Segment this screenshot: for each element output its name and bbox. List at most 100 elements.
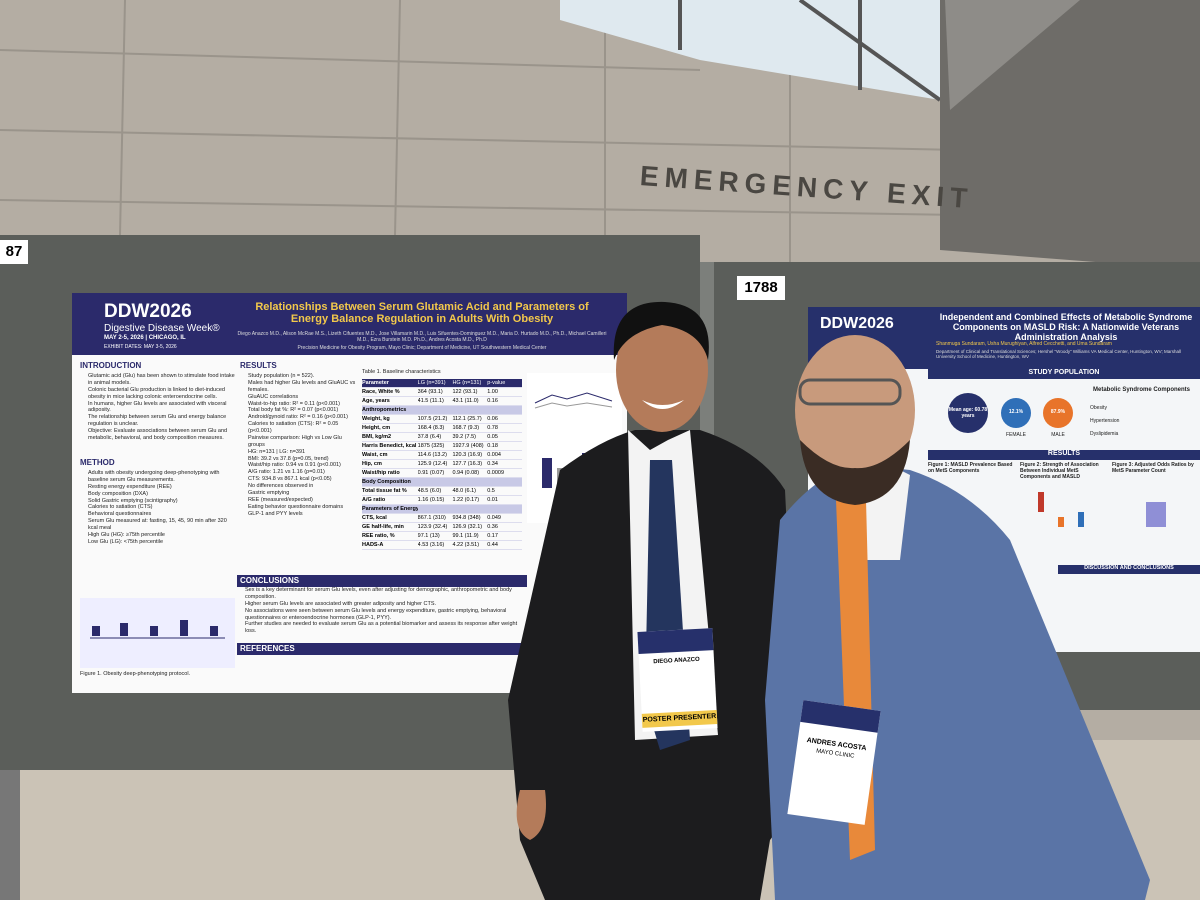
section: REFERENCES [237, 643, 527, 683]
table-row: Waist/hip ratio 0.91 (0.07) 0.94 (0.08) 0.0… [362, 469, 522, 478]
table-cell: 99.1 (11.9) [452, 533, 479, 539]
stat-label: MALE [1051, 432, 1065, 438]
table-cell: 0.17 [487, 533, 498, 539]
bullet: GLP-1 and PYY levels [248, 511, 360, 518]
table-cell: 97.1 (13) [417, 533, 440, 539]
figure-title: Figure 3: Adjusted Odds Ratios by MetS P… [1112, 462, 1194, 474]
table-cell: 4.53 (3.16) [417, 542, 445, 548]
stat-label: FEMALE [1006, 432, 1027, 438]
protocol-figure [80, 598, 235, 668]
table-cell: GE half-life, min [362, 524, 404, 530]
dates: MAY 2-5, 2026 | CHICAGO, IL [104, 335, 186, 341]
table-row: Body Composition [362, 478, 522, 487]
bullet: Calories to satiation (CTS): R² = 0.05 (… [248, 421, 360, 435]
table-cell: 0.004 [487, 452, 501, 458]
poster-header: DDW2026 Digestive Disease Week® MAY 2-5,… [72, 293, 627, 355]
table-row: CTS, kcal 867.1 (310) 934.8 (348) 0.049 [362, 514, 522, 523]
bullet: Adults with obesity undergoing deep-phen… [88, 470, 235, 484]
bullet: Study population (n = 522). [248, 373, 360, 380]
badge: DIEGO ANAZCO POSTER PRESENTER [637, 628, 718, 732]
poster-title: Relationships Between Serum Glutamic Aci… [255, 301, 589, 325]
table-row: Anthropometrics [362, 406, 522, 415]
table-cell: Parameters of Energy intake [362, 506, 418, 512]
bullet: Glutamic acid (Glu) has been shown to st… [88, 373, 235, 387]
table-cell: 112.1 (25.7) [452, 416, 482, 422]
bullet: CTS: 934.8 vs 867.1 kcal (p<0.05) [248, 476, 360, 483]
table-cell: 0.5 [487, 488, 495, 494]
table-cell: 48.0 (6.1) [452, 488, 476, 494]
figure-caption: Figure 1. Obesity deep-phenotyping proto… [80, 671, 191, 677]
table-cell: Total tissue fat % [362, 488, 407, 494]
logo: DDW2026 [104, 301, 192, 322]
table-row: Hip, cm 125.9 (12.4) 127.7 (16.3) 0.34 [362, 460, 522, 469]
table-cell: 107.5 (21.2) [417, 416, 448, 422]
bullet: Waist-to-hip ratio: R² = 0.11 (p<0.001) [248, 401, 360, 408]
section: INTRODUCTION Glutamic acid (Glu) has been… [80, 361, 235, 453]
table-row: GE half-life, min 123.9 (32.4) 126.9 (32.1… [362, 523, 522, 532]
bullet: Android/gynoid ratio: R² = 0.16 (p<0.001… [248, 414, 360, 421]
badge-ribbon: POSTER PRESENTER [641, 709, 718, 728]
component: Hypertension [1090, 418, 1120, 424]
table-row: HADS-A 4.53 (3.16) 4.22 (3.51) 0.44 [362, 541, 522, 550]
bullet: The relationship between serum Glu and e… [88, 414, 235, 428]
heading: METHOD [80, 458, 115, 467]
table-header: Parameter LG (n=391) HG (n=131) p-value [362, 379, 522, 388]
figure-title: Figure 2: Strength of Association Betwee… [1020, 462, 1099, 480]
figure-title: Figure 1: MASLD Prevalence Based on MetS… [928, 462, 1013, 474]
bullet: Behavioral questionnaires [88, 511, 235, 518]
table-row: BMI, kg/m2 37.8 (6.4) 39.2 (7.5) 0.05 [362, 433, 522, 442]
table-cell: A/G ratio [362, 497, 386, 503]
table-cell: 0.16 [487, 398, 498, 404]
table-cell: Harris Benedict, kcal [362, 443, 417, 449]
affiliation: Department of Clinical and Translational… [936, 349, 1181, 359]
board-number: 87 [0, 240, 28, 264]
table-cell: 4.22 (3.51) [452, 542, 480, 548]
bullet: Pairwise comparison: High vs Low Glu gro… [248, 435, 360, 449]
table-cell: Waist, cm [362, 452, 388, 458]
table-cell: 1.00 [487, 389, 498, 395]
bullet: Higher serum Glu levels are associated w… [245, 601, 527, 608]
bullet: Body composition (DXA) [88, 491, 235, 498]
logo: DDW2026 [820, 315, 894, 332]
heading: STUDY POPULATION [928, 369, 1200, 379]
table-cell: 122 (93.1) [452, 389, 478, 395]
badge-header [637, 628, 714, 655]
bullet: GluAUC correlations [248, 394, 360, 401]
bullet: In humans, higher Glu levels are associa… [88, 401, 235, 415]
bullet: Further studies are needed to evaluate s… [245, 621, 527, 635]
bullet: Eating behavior questionnaire domains [248, 504, 360, 511]
bullet: Calories to satiation (CTS) [88, 504, 235, 511]
table-cell: Hip, cm [362, 461, 382, 467]
table-row: Weight, kg 107.5 (21.2) 112.1 (25.7) 0.06 [362, 415, 522, 424]
table-cell: 0.91 (0.07) [417, 470, 445, 476]
component: Dyslipidemia [1090, 431, 1119, 437]
table-cell: 1.22 (0.17) [452, 497, 480, 503]
heading: CONCLUSIONS [237, 575, 527, 587]
table-row: Waist, cm 114.6 (13.2) 120.3 (16.9) 0.004 [362, 451, 522, 460]
table-cell: 0.34 [487, 461, 498, 467]
table-cell: 0.36 [487, 524, 498, 530]
table-cell: 125.9 (12.4) [417, 461, 448, 467]
bullet: REE (measured/expected) [248, 497, 360, 504]
table-cell: BMI, kg/m2 [362, 434, 392, 440]
section: RESULTS Study population (n = 522).Males … [240, 361, 360, 561]
table-cell: 41.5 (11.1) [417, 398, 444, 404]
table: Parameter LG (n=391) HG (n=131) p-value Race… [362, 379, 522, 550]
section: METHOD Adults with obesity undergoing dee… [80, 458, 235, 593]
bullet: Low Glu (LG): <75th percentile [88, 539, 235, 546]
poster: DDW2026 Digestive Disease Week® MAY 2-5,… [72, 293, 627, 693]
component-list: Obesity Hypertension Dyslipidemia [1090, 402, 1198, 441]
bullet: No associations were seen between serum … [245, 608, 527, 622]
table-row: Age, years 41.5 (11.1) 43.1 (11.0) 0.16 [362, 397, 522, 406]
stat: 87.9% [1050, 409, 1066, 415]
bullet: Colonic bacterial Glu production is link… [88, 387, 235, 401]
heading: DISCUSSION AND CONCLUSIONS [1058, 565, 1200, 574]
table-cell: 0.78 [487, 425, 498, 431]
table-cell: 0.06 [487, 416, 498, 422]
bullet: Sex is a key determinant for serum Glu l… [245, 587, 527, 601]
bullet: A/G ratio: 1.21 vs 1.16 (p=0.01) [248, 469, 360, 476]
table-cell: LG (n=391) [417, 380, 446, 386]
table-cell: Weight, kg [362, 416, 390, 422]
table-row: A/G ratio 1.16 (0.15) 1.22 (0.17) 0.01 [362, 496, 522, 505]
